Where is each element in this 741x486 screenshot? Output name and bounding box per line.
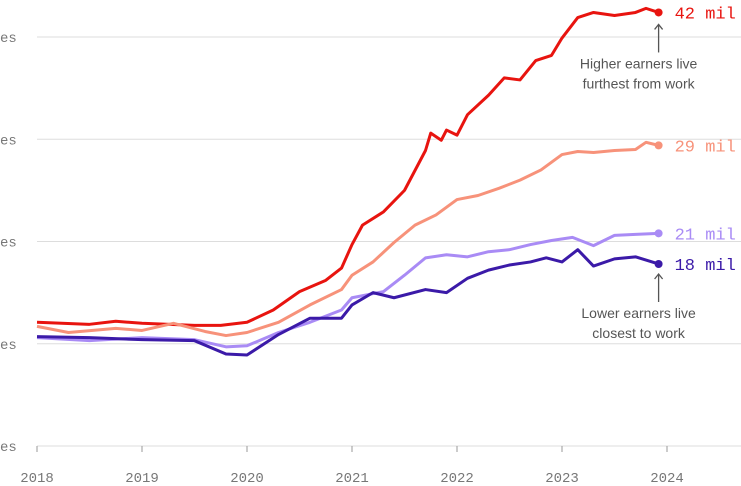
series-line [36,140,659,338]
x-tick-label: 2022 [440,471,474,486]
annotation: furthest from work [583,75,696,91]
y-tick-label: es [0,440,17,456]
series-line [36,231,659,349]
series-label: 18 mil [675,257,736,276]
arrow-head [654,272,664,280]
end-dot [654,141,663,150]
series-label: 42 mil [675,5,736,24]
y-tick-label: es [0,133,17,149]
series-label: 21 mil [675,226,736,245]
y-tick-label: es [0,338,17,354]
end-dot [654,229,663,238]
annotation: Higher earners live [580,55,698,71]
series-label: 29 mil [675,138,736,157]
x-tick-label: 2018 [20,471,54,486]
series-line [36,248,660,357]
x-tick-label: 2019 [125,471,159,486]
annotation: closest to work [592,325,686,341]
end-dot [654,8,663,17]
x-tick-label: 2024 [650,471,684,486]
annotation: Lower earners live [581,305,696,321]
end-dot [654,259,663,268]
arrow-head [654,23,664,30]
x-tick-label: 2023 [545,471,579,486]
x-tick-label: 2020 [230,471,264,486]
y-tick-label: es [0,236,17,252]
series-line [36,6,660,327]
y-tick-label: es [0,31,17,47]
x-tick-label: 2021 [335,471,369,486]
